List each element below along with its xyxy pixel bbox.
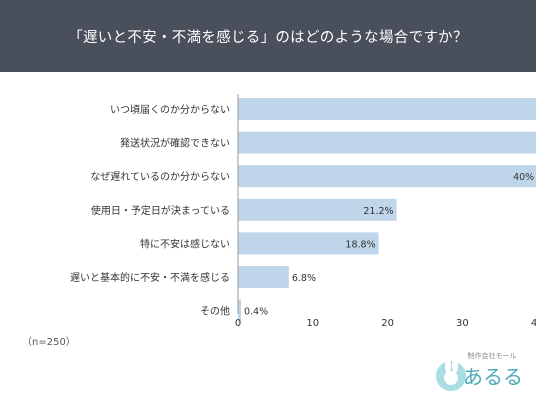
- data-label: 18.8%: [345, 239, 375, 250]
- data-label: 6.8%: [292, 273, 316, 284]
- bar: [238, 198, 397, 221]
- bar-chart: いつ頃届くのか分からない53.6%発送状況が確認できない46.8%なぜ遅れている…: [70, 94, 536, 329]
- data-label: 0.4%: [244, 307, 268, 318]
- bar: [238, 165, 536, 188]
- category-label: いつ頃届くのか分からない: [110, 104, 230, 116]
- category-label: 発送状況が確認できない: [120, 137, 230, 150]
- bar: [238, 131, 536, 154]
- rabbit-face-icon: [444, 371, 458, 385]
- logo-name: あるる: [463, 365, 523, 389]
- data-label: 40%: [513, 172, 534, 183]
- category-label: 特に不安は感じない: [140, 237, 230, 250]
- chart-header: 「遅いと不安・不満を感じる」のはどのような場合ですか？: [0, 0, 536, 72]
- category-label: その他: [200, 305, 230, 318]
- bar: [238, 299, 241, 322]
- x-tick-label: 10: [306, 318, 319, 329]
- aruru-logo: 制作会社モール あるる: [436, 351, 523, 391]
- sample-size-note: （n=250）: [22, 337, 76, 348]
- x-tick-label: 40: [531, 318, 536, 329]
- bar: [238, 98, 536, 120]
- x-tick-label: 0: [235, 318, 241, 329]
- x-tick-label: 30: [456, 318, 469, 329]
- chart-title: 「遅いと不安・不満を感じる」のはどのような場合ですか？: [68, 29, 468, 46]
- category-label: なぜ遅れているのか分からない: [90, 171, 230, 183]
- rabbit-ear-icon: [452, 357, 458, 373]
- rabbit-ear-icon: [445, 358, 451, 374]
- bar: [238, 232, 379, 255]
- logo-tagline: 制作会社モール: [468, 351, 517, 360]
- x-tick-label: 20: [381, 318, 394, 329]
- data-label: 21.2%: [363, 206, 393, 217]
- bar: [238, 266, 289, 288]
- category-label: 遅いと基本的に不安・不満を感じる: [70, 271, 230, 284]
- category-label: 使用日・予定日が決まっている: [91, 204, 230, 217]
